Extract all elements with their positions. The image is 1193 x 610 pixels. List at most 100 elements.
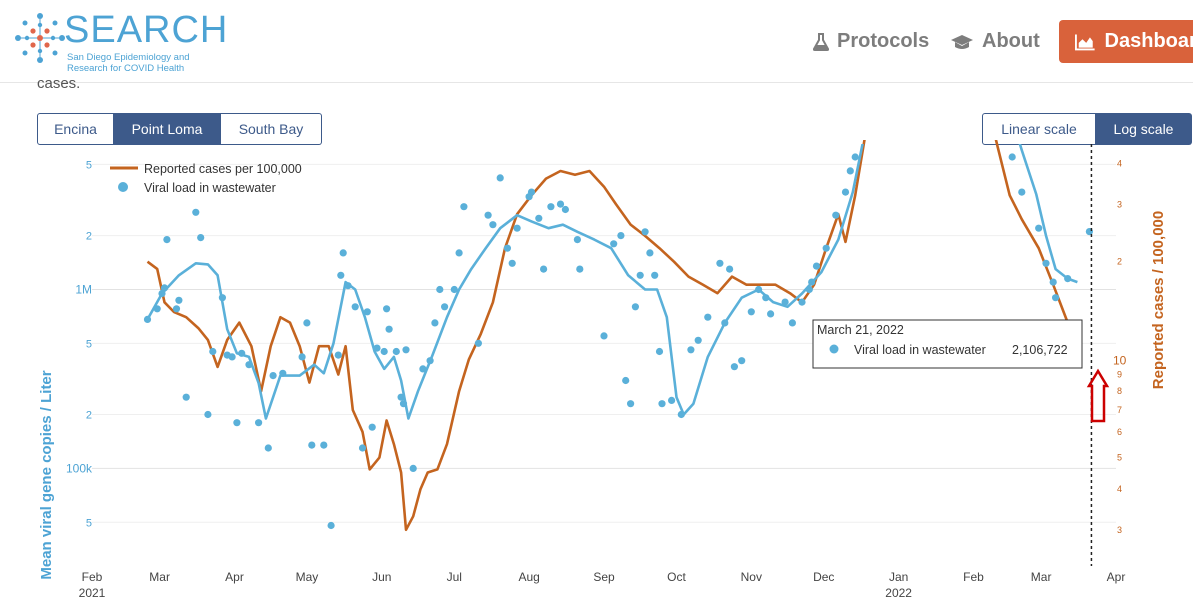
site-button-point-loma[interactable]: Point Loma — [114, 113, 221, 145]
linear-scale-button[interactable]: Linear scale — [982, 113, 1096, 145]
right-tick-label: 4 — [1117, 159, 1122, 169]
brand-tagline: San Diego Epidemiology and Research for … — [67, 52, 217, 74]
viral-point — [264, 444, 272, 452]
viral-point — [334, 351, 342, 359]
viral-point — [805, 285, 813, 294]
viral-point — [668, 396, 676, 404]
up-arrow-annotation-icon — [1086, 368, 1110, 423]
nav-protocols-link[interactable]: Protocols — [813, 30, 929, 53]
viral-point — [228, 353, 236, 361]
x-tick-label: Sep — [593, 570, 615, 584]
site-button-encina[interactable]: Encina — [37, 113, 114, 145]
right-tick-label: 3 — [1117, 525, 1122, 535]
x-tick-label: Dec — [813, 570, 834, 584]
left-tick-label: 5 — [86, 159, 92, 171]
viral-point — [327, 521, 335, 530]
legend-viral-label: Viral load in wastewater — [144, 181, 276, 195]
x-axis-ticks: Feb 2021 Mar Apr May Jun Jul Aug Sep Oct Nov Dec Jan… — [79, 570, 1126, 600]
site-button-south-bay[interactable]: South Bay — [221, 113, 322, 145]
viral-trend-line — [146, 144, 1078, 420]
viral-point — [160, 284, 169, 292]
viral-point — [658, 400, 666, 408]
viral-point — [484, 211, 492, 219]
x-tick-label: Apr — [225, 570, 244, 584]
viral-point — [218, 294, 226, 302]
viral-point — [716, 259, 724, 267]
legend-viral-swatch — [118, 182, 128, 192]
viral-point — [431, 319, 439, 327]
viral-point — [694, 336, 702, 344]
viral-point — [245, 361, 253, 369]
viral-point — [344, 282, 352, 290]
viral-point — [358, 444, 367, 452]
viral-point — [143, 315, 152, 323]
viral-point — [730, 363, 739, 371]
viral-point — [677, 410, 685, 419]
viral-point — [540, 265, 548, 273]
viral-point — [233, 419, 241, 427]
viral-point — [192, 208, 200, 216]
viral-series-points — [143, 153, 1093, 530]
viral-point — [474, 339, 482, 347]
viral-point — [832, 211, 840, 219]
viral-load-chart[interactable]: 100k 1M 5 2 5 2 5 10 3 4 5 6 7 8 9 2 3 4 Feb 2021 Mar Apr Ma… — [0, 140, 1193, 610]
viral-point — [808, 278, 816, 286]
chart-legend: Reported cases per 100,000 Viral load in… — [110, 162, 302, 195]
viral-point — [368, 423, 376, 431]
viral-point — [380, 347, 388, 356]
viral-point — [1049, 278, 1057, 286]
viral-point — [269, 372, 277, 380]
nav-about-label: About — [982, 30, 1040, 52]
x-tick-label: Jul — [447, 570, 462, 584]
intro-text-fragment: cases. — [37, 75, 81, 92]
viral-point — [496, 174, 504, 182]
viral-point — [1008, 153, 1016, 161]
search-logo-icon[interactable] — [12, 10, 68, 66]
tooltip-box — [812, 319, 1083, 369]
area-chart-icon — [1075, 34, 1095, 50]
viral-point — [610, 240, 618, 248]
viral-point — [822, 244, 830, 252]
left-axis-title: Mean viral gene copies / Liter — [38, 370, 55, 579]
viral-point — [636, 271, 644, 279]
flask-icon — [813, 32, 829, 51]
viral-point — [508, 259, 516, 267]
viral-point — [279, 369, 287, 377]
dashboard-button[interactable]: Dashboard — [1059, 20, 1193, 63]
site-header: SEARCH San Diego Epidemiology and Resear… — [0, 0, 1193, 83]
viral-point — [631, 303, 640, 311]
viral-point — [755, 285, 763, 294]
viral-point — [655, 347, 664, 356]
tagline-line-2: Research for COVID Health — [67, 63, 185, 74]
viral-point — [503, 244, 511, 252]
viral-point — [399, 400, 408, 408]
right-tick-label: 6 — [1117, 427, 1122, 437]
x-tick-year-label: 2022 — [885, 586, 912, 600]
cases-line-path — [146, 140, 1069, 532]
right-tick-label: 5 — [1117, 453, 1122, 463]
x-tick-year-label: 2021 — [79, 586, 106, 600]
brand-name[interactable]: SEARCH — [64, 9, 229, 51]
viral-point — [153, 305, 161, 313]
dashboard-label: Dashboard — [1104, 30, 1193, 52]
viral-point — [767, 310, 775, 318]
viral-point — [436, 285, 444, 294]
nav-about-link[interactable]: About — [950, 30, 1040, 53]
viral-point — [204, 410, 212, 419]
cases-series-line — [146, 140, 1069, 532]
viral-point — [426, 357, 434, 365]
viral-point — [351, 303, 359, 311]
viral-point — [651, 271, 659, 279]
viral-point — [255, 419, 263, 427]
left-tick-label: 5 — [86, 338, 92, 350]
log-scale-button[interactable]: Log scale — [1096, 113, 1192, 145]
viral-point — [762, 294, 770, 302]
viral-point — [172, 305, 181, 313]
x-tick-label: Oct — [667, 570, 686, 584]
scale-selector: Linear scale Log scale — [982, 113, 1192, 145]
viral-point — [556, 200, 565, 208]
viral-point — [197, 234, 205, 242]
viral-point — [373, 344, 381, 352]
viral-point — [163, 236, 171, 244]
viral-point — [402, 346, 410, 354]
